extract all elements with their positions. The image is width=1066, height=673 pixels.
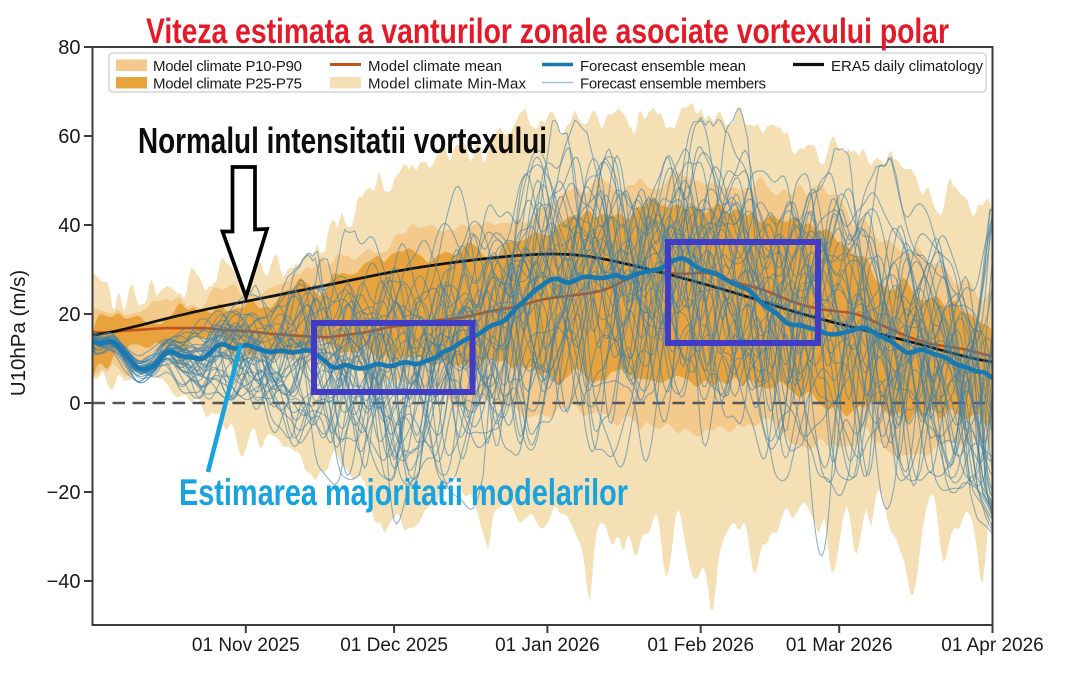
- svg-text:Model climate P10-P90: Model climate P10-P90: [153, 58, 302, 75]
- svg-text:Normalul intensitatii vortexul: Normalul intensitatii vortexului: [138, 120, 547, 161]
- svg-text:ERA5 daily climatology: ERA5 daily climatology: [831, 58, 984, 75]
- svg-text:Model climate mean: Model climate mean: [368, 58, 502, 75]
- svg-text:Model climate Min-Max: Model climate Min-Max: [368, 76, 527, 93]
- svg-text:Forecast ensemble mean: Forecast ensemble mean: [580, 58, 746, 75]
- svg-text:Model climate P25-P75: Model climate P25-P75: [153, 76, 302, 93]
- svg-text:20: 20: [58, 304, 80, 326]
- svg-text:01 Apr 2026: 01 Apr 2026: [941, 635, 1043, 656]
- svg-text:U10hPa (m/s): U10hPa (m/s): [7, 270, 30, 396]
- svg-text:01 Feb 2026: 01 Feb 2026: [647, 635, 754, 656]
- svg-text:40: 40: [58, 215, 80, 237]
- svg-text:01 Dec 2025: 01 Dec 2025: [340, 635, 448, 656]
- svg-text:−40: −40: [47, 571, 81, 593]
- svg-text:Viteza estimata a vanturilor z: Viteza estimata a vanturilor zonale asoc…: [146, 12, 949, 51]
- svg-text:01 Mar 2026: 01 Mar 2026: [786, 635, 893, 656]
- svg-text:Estimarea majoritatii modelari: Estimarea majoritatii modelarilor: [179, 472, 628, 513]
- svg-text:−20: −20: [47, 482, 81, 504]
- svg-text:0: 0: [69, 393, 80, 415]
- svg-text:60: 60: [58, 126, 80, 148]
- svg-text:Forecast ensemble members: Forecast ensemble members: [580, 76, 766, 93]
- svg-text:01 Jan 2026: 01 Jan 2026: [495, 635, 600, 656]
- svg-text:01 Nov 2025: 01 Nov 2025: [192, 635, 300, 656]
- svg-text:80: 80: [58, 37, 80, 59]
